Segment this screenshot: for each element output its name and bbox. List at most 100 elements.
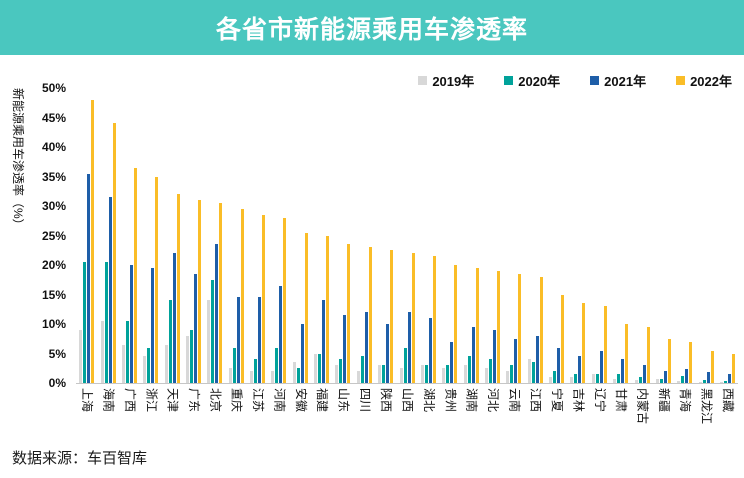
bar [667, 338, 671, 383]
bar [561, 294, 565, 383]
y-tick-label: 35% [41, 169, 66, 184]
bar [506, 371, 510, 383]
bar-group-河北 [482, 88, 503, 383]
x-axis-label: 安徽 [293, 388, 308, 413]
bar [685, 369, 689, 383]
bar [168, 300, 172, 383]
bar [467, 356, 471, 383]
bar [197, 200, 201, 383]
bar-group-西藏 [717, 88, 738, 383]
bar [164, 344, 168, 383]
x-label-slot: 福建 [311, 388, 332, 424]
x-label-slot: 河北 [482, 388, 503, 424]
bar [655, 379, 659, 383]
bar [403, 347, 407, 383]
bar [322, 300, 326, 383]
x-label-slot: 广东 [183, 388, 204, 424]
bar [659, 378, 663, 383]
bar [710, 350, 714, 383]
x-label-slot: 黑龙江 [695, 388, 716, 424]
bar [390, 250, 394, 383]
legend-swatch-icon [676, 76, 686, 85]
x-label-slot: 湖南 [460, 388, 481, 424]
x-label-slot: 陕西 [375, 388, 396, 424]
bar [172, 253, 176, 383]
legend-item-2021年: 2021年 [590, 71, 646, 90]
bar [557, 347, 561, 383]
bar-group-安徽 [290, 88, 311, 383]
bar-group-湖南 [460, 88, 481, 383]
x-axis-label: 内蒙古 [635, 388, 650, 425]
x-axis-label: 河北 [486, 388, 500, 413]
bar-group-辽宁 [589, 88, 610, 383]
x-label-slot: 河南 [268, 388, 289, 424]
x-label-slot: 云南 [503, 388, 524, 424]
bar [617, 374, 621, 383]
bar [151, 267, 155, 383]
data-source-note: 数据来源：车百智库 [12, 450, 148, 467]
bar [731, 353, 735, 383]
bar-group-贵州 [439, 88, 460, 383]
x-axis-label: 贵州 [443, 388, 458, 413]
bar-group-山东 [332, 88, 353, 383]
y-tick-label: 20% [41, 258, 66, 272]
y-tick-label: 30% [41, 199, 66, 213]
bar [147, 347, 151, 383]
x-axis-label: 云南 [507, 388, 522, 413]
x-axis-label: 广东 [186, 388, 201, 413]
bar [493, 329, 496, 383]
bar [296, 368, 300, 383]
bar-group-陕西 [375, 88, 396, 383]
bar [702, 380, 706, 383]
x-label-slot: 江西 [525, 388, 546, 424]
x-axis-label: 吉林 [571, 388, 586, 413]
bar [347, 244, 351, 383]
x-label-slot: 山西 [396, 388, 417, 424]
x-label-slot: 安徽 [290, 388, 311, 424]
bar [356, 371, 360, 383]
legend-item-2019年: 2019年 [418, 71, 474, 90]
x-label-slot: 贵州 [439, 388, 460, 424]
bar [292, 362, 296, 383]
x-axis-label: 辽宁 [592, 388, 607, 413]
bar [189, 329, 193, 383]
x-label-slot: 天津 [161, 388, 182, 424]
bar [625, 324, 629, 383]
bar [250, 371, 254, 383]
legend-label: 2019年 [432, 74, 475, 89]
bar [663, 371, 667, 383]
bar [489, 359, 492, 383]
bar [634, 380, 638, 383]
bar [677, 381, 681, 383]
bar [232, 347, 236, 383]
bar-group-重庆 [226, 88, 247, 383]
bar [535, 335, 539, 383]
bar [87, 173, 91, 383]
x-axis-label: 山西 [400, 388, 415, 413]
bar-group-青海 [674, 88, 695, 383]
y-tick-label: 0% [48, 376, 66, 390]
bar [549, 377, 553, 383]
bar [185, 335, 189, 383]
bar [646, 326, 650, 383]
bar-group-广西 [119, 88, 140, 383]
x-label-slot: 重庆 [226, 388, 247, 424]
bar [258, 297, 262, 383]
x-axis-label: 江西 [528, 388, 543, 413]
legend-swatch-icon [504, 76, 514, 85]
bar [582, 303, 586, 383]
bar [300, 324, 304, 383]
bar-group-上海 [76, 88, 97, 383]
x-axis-labels: 上海 海南 广西 浙江 天津 广东 北京 重庆 江苏 河南 安徽 福建 山东 四川 陕西 山西 湖北 贵州 湖南 河北… [76, 388, 738, 424]
bar [108, 197, 112, 383]
bar [318, 353, 322, 383]
bar [219, 203, 223, 383]
bar [314, 353, 318, 383]
x-axis-label: 甘肃 [614, 388, 629, 413]
bar [236, 297, 240, 383]
bar [360, 356, 364, 383]
bar [83, 262, 87, 383]
bar [442, 368, 446, 383]
y-tick-label: 25% [41, 228, 66, 243]
bar-group-福建 [311, 88, 332, 383]
